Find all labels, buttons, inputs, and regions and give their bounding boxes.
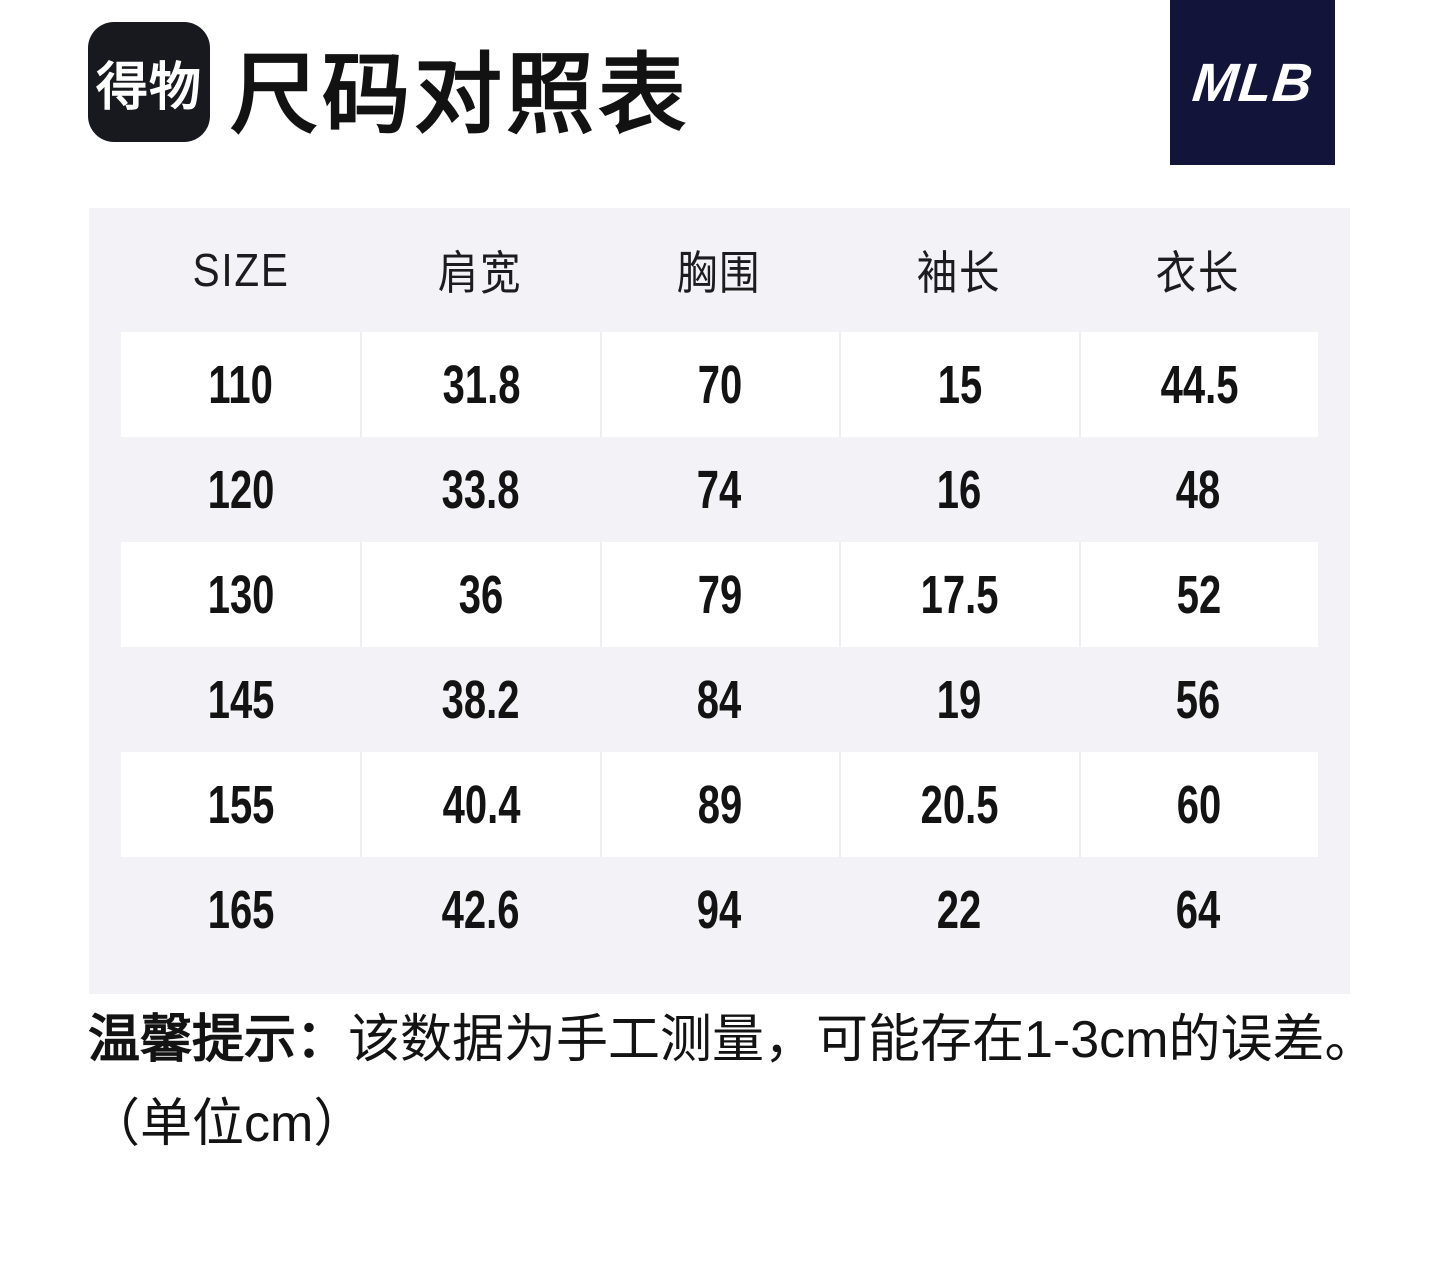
table-cell: 94 bbox=[697, 879, 742, 940]
table-cell: 70 bbox=[599, 332, 839, 437]
table-cell: 22 bbox=[936, 879, 982, 940]
column-header-size: SIZE bbox=[192, 244, 290, 296]
table-cell: 40.4 bbox=[360, 752, 599, 857]
table-cell: 38.2 bbox=[441, 669, 519, 730]
column-header-shoulder: 肩宽 bbox=[437, 247, 523, 299]
table-cell: 15 bbox=[839, 332, 1078, 437]
table-cell: 165 bbox=[207, 879, 275, 940]
dewu-logo-text: 得物 bbox=[95, 58, 202, 117]
page-title: 尺码对照表 bbox=[230, 45, 691, 144]
column-header-sleeve: 袖长 bbox=[916, 247, 1002, 299]
size-chart-panel: SIZE 肩宽 胸围 袖长 衣长 110 31.8 70 15 44.5 120… bbox=[89, 208, 1350, 994]
table-row: 145 38.2 84 19 56 bbox=[121, 647, 1318, 752]
table-cell: 84 bbox=[697, 669, 742, 730]
table-cell: 110 bbox=[208, 354, 273, 415]
table-cell: 155 bbox=[207, 774, 275, 835]
note-line-measurement: 温馨提示：该数据为手工测量，可能存在1-3cm的误差。 bbox=[88, 1008, 1398, 1072]
table-cell: 74 bbox=[697, 459, 742, 520]
table-cell: 17.5 bbox=[839, 542, 1078, 647]
table-cell: 42.6 bbox=[441, 879, 519, 940]
note-label: 温馨提示： bbox=[88, 1011, 349, 1069]
table-cell: 130 bbox=[207, 564, 275, 625]
table-row: 120 33.8 74 16 48 bbox=[121, 437, 1318, 542]
table-cell: 52 bbox=[1078, 542, 1318, 647]
table-cell: 19 bbox=[936, 669, 982, 730]
table-row: 110 31.8 70 15 44.5 bbox=[121, 332, 1318, 437]
table-cell: 36 bbox=[360, 542, 599, 647]
table-cell: 64 bbox=[1176, 879, 1221, 940]
table-cell: 48 bbox=[1176, 459, 1221, 520]
table-cell: 20.5 bbox=[839, 752, 1078, 857]
note-block: 温馨提示：该数据为手工测量，可能存在1-3cm的误差。 （单位cm） bbox=[88, 1008, 1398, 1156]
note-text: 该数据为手工测量，可能存在1-3cm的误差。 bbox=[348, 1011, 1377, 1069]
dewu-logo: 得物 bbox=[88, 22, 210, 142]
table-header-row: SIZE 肩宽 胸围 袖长 衣长 bbox=[121, 208, 1318, 332]
table-cell: 120 bbox=[207, 459, 275, 520]
table-cell: 79 bbox=[599, 542, 839, 647]
table-cell: 33.8 bbox=[441, 459, 519, 520]
table-cell: 56 bbox=[1176, 669, 1221, 730]
table-row: 165 42.6 94 22 64 bbox=[121, 857, 1318, 962]
table-row: 155 40.4 89 20.5 60 bbox=[121, 752, 1318, 857]
table-cell: 60 bbox=[1078, 752, 1318, 857]
table-row: 130 36 79 17.5 52 bbox=[121, 542, 1318, 647]
table-cell: 44.5 bbox=[1078, 332, 1318, 437]
column-header-chest: 胸围 bbox=[677, 247, 762, 299]
mlb-brand-text: MLB bbox=[1189, 52, 1316, 113]
table-cell: 16 bbox=[936, 459, 982, 520]
note-line-unit: （单位cm） bbox=[88, 1095, 366, 1153]
table-cell: 145 bbox=[207, 669, 275, 730]
column-header-length: 衣长 bbox=[1156, 247, 1241, 299]
table-cell: 89 bbox=[599, 752, 839, 857]
mlb-brand-badge: MLB bbox=[1170, 0, 1335, 165]
table-cell: 31.8 bbox=[360, 332, 599, 437]
